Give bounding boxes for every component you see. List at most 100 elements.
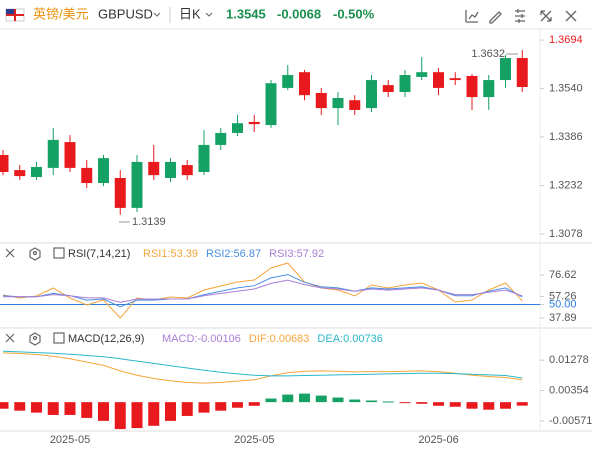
candle-body [299,72,310,96]
candle-body [516,58,528,87]
candle-body [64,142,76,168]
candle-body [382,85,394,93]
macd-bar [248,402,260,406]
macd-bar [14,402,26,411]
candle-body [332,98,344,109]
candle-body [131,161,143,208]
macd-bar [47,402,59,415]
y-tick-label: 1.3540 [549,82,583,94]
y-tick-label: -0.00571 [549,415,592,427]
candle-body [31,166,42,178]
macd-bar [315,395,327,403]
macd-bar [366,400,377,403]
macd-bar [466,402,478,409]
close-button[interactable] [565,10,577,22]
x-tick-label: 2025-06 [418,434,458,446]
macd-bar [299,393,310,403]
checkbox[interactable] [53,247,65,259]
macd-bar [349,399,361,403]
indicator-button[interactable] [465,10,479,23]
macd-bar [232,402,243,408]
candle-body [81,167,93,184]
candle-body [248,121,260,125]
macd-bar [433,402,444,406]
indicator-settings[interactable] [29,332,41,346]
candle-body [0,154,9,172]
candle-body [449,78,461,81]
macd-bar [215,402,227,411]
y-tick-label: 76.62 [549,269,577,281]
candle-body [500,58,511,81]
candle-body [165,161,176,178]
macd-bar [198,402,210,413]
checkbox[interactable] [53,332,65,344]
indicator-line [2,350,523,379]
macd-bar [500,402,511,409]
y-tick-label: 37.89 [549,312,577,324]
y-tick-label: 1.3078 [549,228,583,240]
candle-body [98,158,109,184]
y-tick-label: 57.26 [549,290,577,302]
y-tick-label: 1.3232 [549,179,583,191]
period[interactable]: 日K [179,6,201,21]
legend-entry: RSI3:57.92 [269,248,324,260]
y-tick-label: 50.00 [549,298,577,310]
legend-entry: RSI2:56.87 [206,248,261,260]
candle-body [315,92,327,109]
legend-entry: DEA:0.00736 [317,333,382,345]
macd-bar [416,402,428,404]
settings-button[interactable] [515,9,525,23]
indicator-settings[interactable] [29,247,41,261]
indicator-line [3,279,523,303]
indicator-line [2,352,523,384]
candle-body [466,75,478,98]
candle-body [47,139,59,168]
close-indicator[interactable] [5,248,15,258]
x-tick-label: 2025-05 [50,434,90,446]
candle-body [181,165,193,176]
macd-bar [98,402,109,421]
macd-bar [64,402,76,415]
y-tick-label: 0.00354 [549,384,589,396]
macd-bar [165,402,176,421]
fullscreen-button[interactable] [540,10,552,22]
candle-body [114,177,126,208]
candle-body [366,80,377,109]
indicator-line [2,274,523,308]
macd-bar [332,397,344,403]
x-tick-label: 2025-05 [234,434,274,446]
candle-body [14,170,26,177]
rsi-title: RSI(7,14,21) [68,248,130,260]
candle-body [198,144,210,172]
candle-body [148,161,160,176]
macd-bar [114,402,126,430]
candle-body [416,72,428,77]
y-tick-label: 1.3694 [549,34,583,46]
macd-bar [81,402,93,418]
pair-name: 英镑/美元 [33,6,89,21]
macd-bar [31,402,42,413]
macd-bar [265,398,277,403]
macd-bar [516,402,528,406]
symbol[interactable]: GBPUSD [98,6,153,21]
y-tick-label: 1.3386 [549,131,583,143]
macd-bar [181,402,193,416]
dropdown-arrow [205,12,213,17]
candle-body [232,123,243,133]
change-pct: -0.50% [333,6,375,21]
y-tick-label: 0.01278 [549,354,589,366]
macd-bar [0,402,9,409]
dropdown-arrow [153,12,161,17]
legend-entry: MACD:-0.00106 [162,333,241,345]
price: 1.3545 [226,6,266,21]
macd-bar [148,402,160,426]
top-bar: 英镑/美元 GBPUSD 日K 1.3545 -0.0068 -0.50% [5,6,577,24]
close-indicator[interactable] [5,333,15,343]
candle-body [215,132,227,145]
draw-button[interactable] [489,11,502,24]
macd-bar [282,394,294,403]
candle-body [483,80,495,98]
candle-body [282,75,294,88]
candle-body [433,72,444,88]
